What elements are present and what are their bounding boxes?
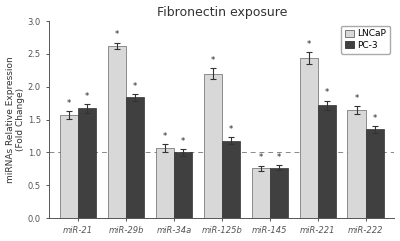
Text: *: * bbox=[181, 137, 185, 146]
Text: *: * bbox=[211, 56, 215, 65]
Text: *: * bbox=[325, 88, 329, 97]
Title: Fibronectin exposure: Fibronectin exposure bbox=[157, 6, 287, 19]
Bar bbox=[366, 129, 384, 218]
Bar bbox=[78, 108, 96, 218]
Bar bbox=[318, 105, 336, 218]
Bar bbox=[348, 110, 366, 218]
Bar bbox=[156, 148, 174, 218]
Text: *: * bbox=[373, 114, 377, 123]
Bar bbox=[108, 46, 126, 218]
Bar bbox=[60, 115, 78, 218]
Bar bbox=[222, 141, 240, 218]
Bar bbox=[174, 153, 192, 218]
Bar bbox=[126, 97, 144, 218]
Text: *: * bbox=[229, 125, 233, 134]
Text: *: * bbox=[306, 40, 311, 49]
Text: *: * bbox=[133, 82, 137, 91]
Legend: LNCaP, PC-3: LNCaP, PC-3 bbox=[341, 26, 390, 54]
Bar bbox=[270, 167, 288, 218]
Text: *: * bbox=[115, 31, 119, 40]
Text: *: * bbox=[85, 92, 89, 100]
Bar bbox=[300, 58, 318, 218]
Y-axis label: miRNAs Relative Expression
(Fold Change): miRNAs Relative Expression (Fold Change) bbox=[6, 56, 25, 183]
Text: *: * bbox=[258, 153, 263, 162]
Bar bbox=[204, 74, 222, 218]
Bar bbox=[252, 168, 270, 218]
Text: *: * bbox=[67, 99, 71, 108]
Text: *: * bbox=[354, 94, 359, 102]
Text: *: * bbox=[163, 132, 167, 141]
Text: *: * bbox=[277, 153, 281, 162]
